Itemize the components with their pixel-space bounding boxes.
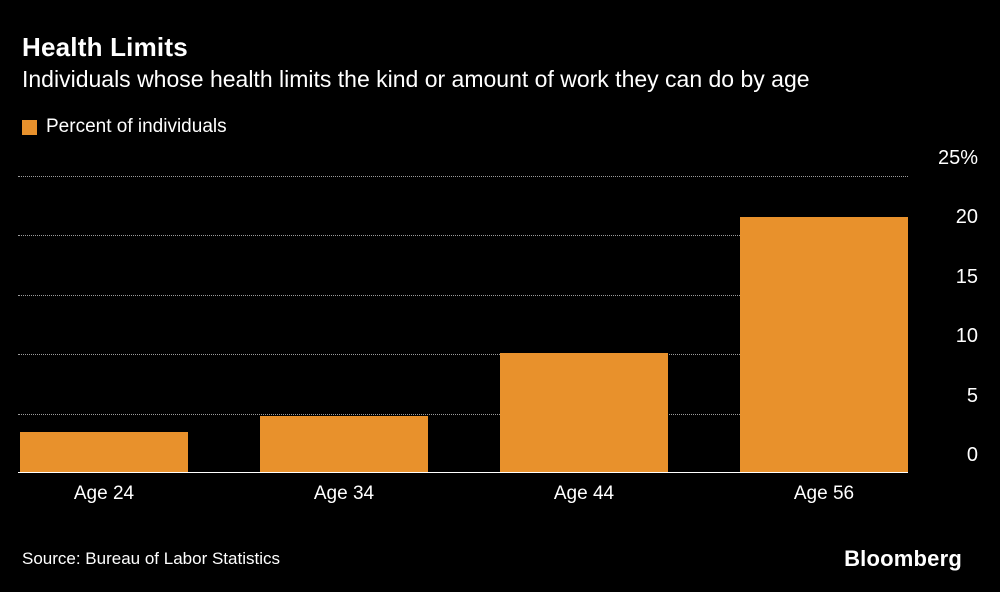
chart-title: Health Limits (22, 32, 188, 62)
x-axis-category-label: Age 56 (793, 483, 855, 504)
x-axis-line (18, 472, 908, 473)
chart-legend: Percent of individuals (22, 116, 227, 138)
bar-chart: 0 5 10 15 20 25% Age 24 Age 34 Age 44 Age 56 (18, 147, 978, 516)
bar (500, 353, 668, 472)
gridline (18, 235, 908, 237)
gridline (18, 354, 908, 356)
legend-swatch-icon (22, 119, 37, 135)
source-note: Source: Bureau of Labor Statistics (22, 549, 280, 568)
gridline (18, 176, 908, 177)
bloomberg-logo: Bloomberg (844, 546, 962, 571)
bar (260, 416, 428, 472)
bar (740, 216, 908, 472)
bar (20, 431, 188, 472)
y-axis-tick-label: 15 (955, 265, 978, 288)
y-axis-tick-label: 25% (937, 147, 978, 169)
gridline (18, 413, 908, 415)
y-axis-tick-label: 20 (955, 206, 978, 229)
x-axis-category-label: Age 24 (73, 483, 135, 504)
plot-area (18, 176, 908, 473)
y-axis-tick-label: 5 (966, 384, 978, 407)
gridline (18, 294, 908, 296)
y-axis-tick-label: 10 (955, 325, 978, 348)
y-axis-tick-label: 0 (966, 444, 978, 466)
x-axis-category-label: Age 44 (553, 483, 615, 504)
legend-label: Percent of individuals (46, 116, 227, 137)
x-axis-category-label: Age 34 (313, 483, 375, 504)
chart-subtitle: Individuals whose health limits the kind… (22, 66, 810, 92)
